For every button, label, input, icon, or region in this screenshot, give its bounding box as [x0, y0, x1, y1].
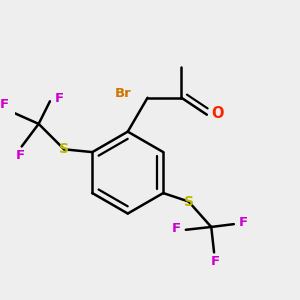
Text: F: F — [211, 255, 220, 268]
Text: S: S — [59, 142, 69, 156]
Text: F: F — [0, 98, 9, 111]
Text: F: F — [172, 222, 182, 235]
Text: F: F — [238, 216, 248, 229]
Text: F: F — [16, 149, 25, 162]
Text: S: S — [184, 194, 194, 208]
Text: O: O — [211, 106, 224, 121]
Text: F: F — [54, 92, 64, 105]
Text: Br: Br — [115, 87, 132, 100]
